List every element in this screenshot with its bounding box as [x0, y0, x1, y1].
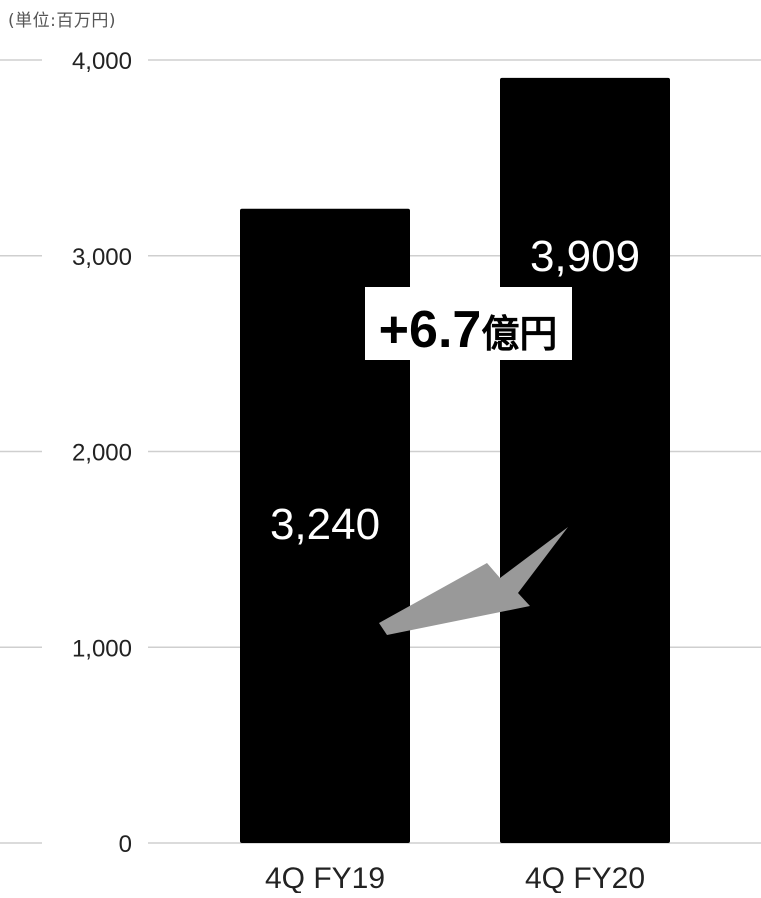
bars	[240, 77, 670, 844]
delta-label-box	[365, 287, 572, 360]
delta-label: +6.7億円	[379, 301, 558, 359]
x-category-label: 4Q FY20	[525, 862, 645, 893]
y-axis-ticks: 0 1,000 2,000 3,000 4,000	[72, 48, 132, 858]
bar	[500, 77, 670, 844]
bar-value-label: 3,240	[270, 500, 380, 549]
bar	[240, 208, 410, 843]
trend-arrow-icon	[379, 527, 568, 635]
value-labels: 3,240 3,909	[270, 232, 640, 549]
delta-unit: 億円	[481, 314, 557, 356]
y-tick-label: 2,000	[72, 440, 132, 467]
unit-label: (単位:百万円)	[8, 11, 116, 31]
bar-value-label: 3,909	[530, 232, 640, 281]
y-tick-label: 1,000	[72, 635, 132, 662]
y-tick-label: 4,000	[72, 48, 132, 75]
x-axis-labels: 4Q FY19 4Q FY20	[265, 862, 645, 895]
annotations: +6.7億円	[365, 287, 572, 635]
y-tick-label: 3,000	[72, 244, 132, 271]
delta-number: +6.7	[379, 301, 482, 359]
x-category-label: 4Q FY19	[265, 862, 385, 893]
y-tick-label: 0	[119, 831, 132, 858]
